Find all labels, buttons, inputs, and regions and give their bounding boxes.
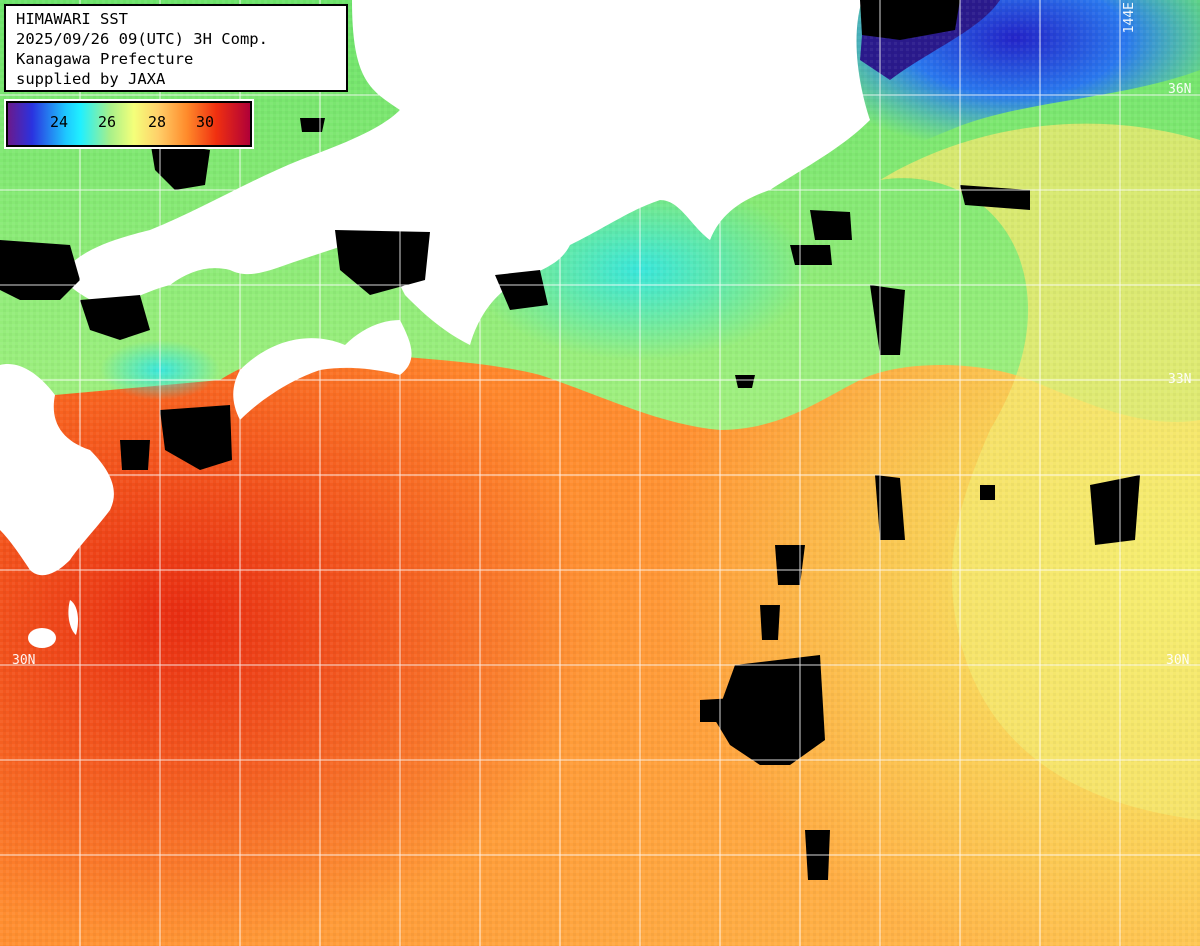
legend-tick-24: 24 [50,113,69,131]
lon-label-136e: 136E [482,2,497,34]
legend-tick-28: 28 [148,113,167,131]
data-credit: supplied by JAXA [16,70,166,88]
legend-tick-26: 26 [98,113,117,131]
cloud-mask [0,0,1140,880]
legend-tick-30: 30 [196,113,215,131]
lat-label-33n: 33N [1168,372,1192,387]
product-title: HIMAWARI SST [16,10,128,28]
lat-label-30n-right: 30N [1166,653,1190,668]
land-mass [0,0,870,648]
lat-label-36n: 36N [1168,82,1192,97]
observation-time: 2025/09/26 09(UTC) 3H Comp. [16,30,268,48]
temperature-legend: 24 26 28 30 [4,99,254,149]
lat-label-30n-left: 30N [12,653,36,668]
legend-color-bar [8,103,250,145]
map-info-box: HIMAWARI SST 2025/09/26 09(UTC) 3H Comp.… [4,4,348,92]
publisher: Kanagawa Prefecture [16,50,194,68]
lon-label-144e: 144E [1122,2,1137,34]
